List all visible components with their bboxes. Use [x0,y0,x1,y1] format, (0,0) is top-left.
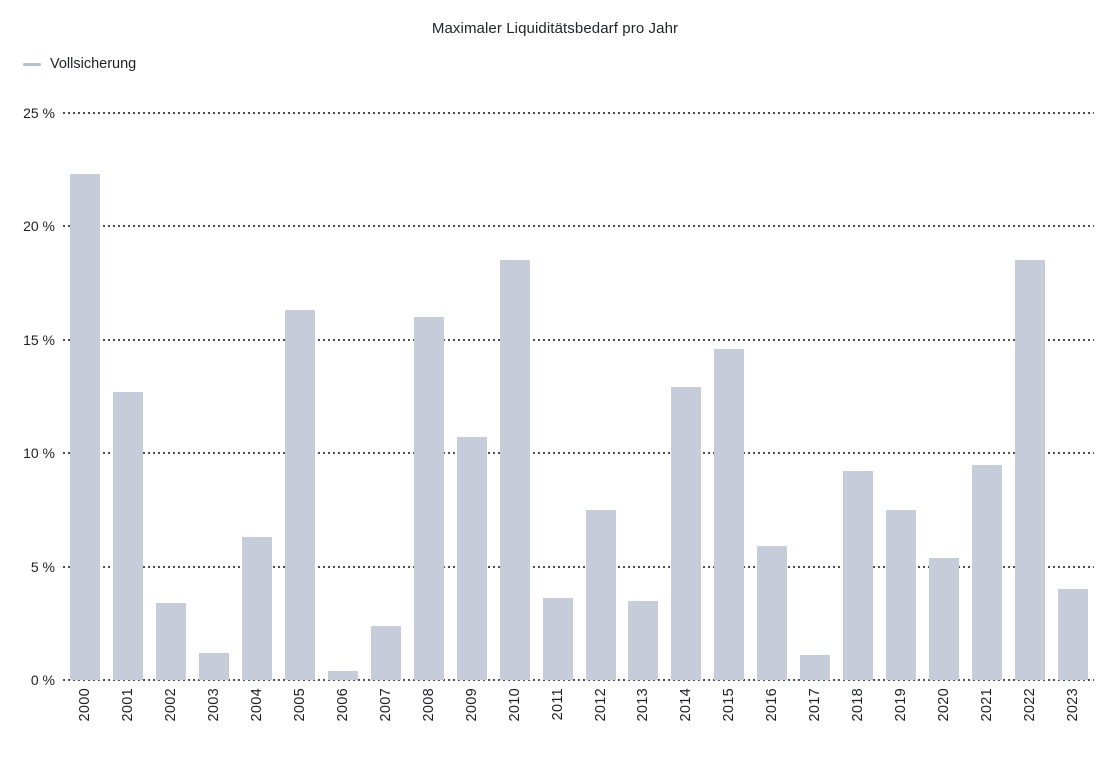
chart-title: Maximaler Liquiditätsbedarf pro Jahr [431,20,679,37]
bar-2020 [928,557,959,680]
bar-slot: 2006 [322,113,365,721]
bar-slot: 2000 [64,113,107,721]
x-tick-label: 2001 [120,688,137,722]
bar-2014 [671,387,702,680]
bar-2023 [1057,589,1088,680]
bar-slot: 2004 [236,113,279,721]
bar-2010 [499,260,530,680]
x-tick-label: 2010 [506,688,523,722]
bar-slot: 2008 [407,113,450,721]
legend-item-vollsicherung[interactable]: Vollsicherung [23,55,136,73]
bar-2016 [757,546,788,680]
y-tick-label: 20 % [23,218,55,235]
y-tick-label: 0 % [30,672,55,688]
x-tick-label: 2022 [1021,688,1038,722]
bar-slot: 2023 [1051,113,1094,721]
x-tick-label: 2007 [377,688,394,722]
bar-slot: 2001 [107,113,150,721]
x-tick-label: 2019 [892,688,909,722]
x-tick-label: 2012 [592,688,609,722]
bar-slot: 2021 [965,113,1008,721]
x-tick-label: 2015 [721,688,738,722]
x-tick-label: 2005 [292,688,309,722]
bar-slot: 2009 [450,113,493,721]
bar-2002 [156,602,187,680]
bar-slot: 2019 [880,113,923,721]
x-tick-label: 2008 [420,688,437,722]
x-tick-label: 2017 [807,688,824,722]
bar-2003 [199,652,230,680]
x-tick-label: 2003 [206,688,223,722]
bars-container: 2000 2001 2002 2003 2004 2005 2006 2007 2008 2009… [64,113,1094,721]
bar-2005 [285,310,316,680]
bar-slot: 2010 [493,113,536,721]
bar-2019 [885,509,916,680]
bar-slot: 2018 [837,113,880,721]
bar-2012 [585,509,616,680]
x-tick-label: 2016 [764,688,781,722]
x-tick-label: 2021 [978,688,995,722]
bar-slot: 2017 [794,113,837,721]
x-tick-label: 2002 [163,688,180,722]
bar-slot: 2003 [193,113,236,721]
bar-2018 [843,471,874,680]
legend-label: Vollsicherung [50,56,137,72]
bar-slot: 2013 [622,113,665,721]
gridline [63,679,1094,681]
bar-2001 [113,391,144,680]
gridline [63,338,1094,341]
bar-2007 [370,625,401,680]
bar-2011 [542,598,573,680]
gridline [63,112,1094,114]
bar-slot: 2022 [1008,113,1051,721]
bar-2008 [413,317,444,680]
x-tick-label: 2006 [334,688,351,722]
gridline [63,452,1094,455]
bar-slot: 2020 [922,113,965,721]
bar-2013 [628,600,659,680]
bar-slot: 2007 [364,113,407,721]
bar-slot: 2011 [536,113,579,720]
x-tick-label: 2013 [635,688,652,722]
y-tick-label: 5 % [30,558,55,575]
x-tick-label: 2004 [249,688,266,722]
bar-2015 [714,348,745,680]
x-tick-label: 2000 [77,688,94,722]
bar-2021 [971,464,1002,680]
bar-2022 [1014,260,1045,680]
gridline [63,565,1094,568]
x-tick-label: 2014 [678,688,695,722]
bar-2009 [456,437,487,680]
x-tick-label: 2009 [463,688,480,722]
bar-slot: 2016 [751,113,794,721]
x-tick-label: 2020 [935,688,952,722]
y-tick-label: 15 % [23,331,55,348]
legend-line-marker [23,62,41,66]
bar-slot: 2012 [579,113,622,721]
x-tick-label: 2023 [1064,688,1081,722]
x-tick-label: 2011 [549,688,566,721]
x-tick-label: 2018 [850,688,867,722]
y-tick-label: 25 % [23,105,55,121]
bar-slot: 2005 [279,113,322,721]
bar-2006 [327,670,358,680]
y-tick-label: 10 % [23,445,55,462]
bar-2000 [70,174,101,680]
gridline [63,225,1094,228]
bar-2004 [242,537,273,680]
bar-slot: 2014 [665,113,708,721]
bar-slot: 2002 [150,113,193,721]
bar-2017 [800,655,831,680]
bar-slot: 2015 [708,113,751,721]
